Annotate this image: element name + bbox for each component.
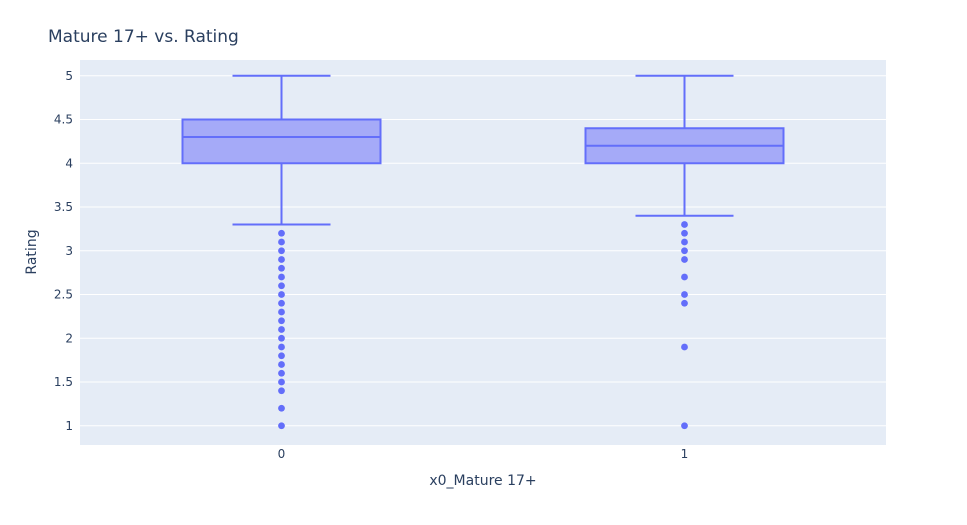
- outlier-point: [278, 308, 285, 316]
- box-group-1: [584, 74, 785, 430]
- outlier-point: [278, 229, 285, 237]
- chart-title: Mature 17+ vs. Rating: [48, 27, 239, 47]
- outlier-point: [681, 291, 688, 298]
- outlier-point: [278, 291, 285, 298]
- outlier-point: [278, 256, 285, 263]
- x-tick-label: 1: [681, 447, 689, 461]
- outlier-point: [681, 273, 688, 281]
- x-axis-title: x0_Mature 17+: [429, 473, 536, 489]
- box-group-0: [181, 74, 382, 430]
- outlier-point: [681, 343, 688, 351]
- outlier-point: [278, 299, 285, 307]
- outlier-point: [681, 221, 688, 228]
- outlier-point: [278, 247, 285, 255]
- y-tick-label: 4.5: [54, 113, 73, 127]
- outlier-point: [278, 387, 285, 395]
- outlier-point: [278, 264, 285, 272]
- outlier-point: [278, 273, 285, 281]
- outlier-point: [278, 334, 285, 342]
- outlier-point: [278, 326, 285, 333]
- outlier-point: [278, 343, 285, 351]
- outlier-point: [278, 352, 285, 360]
- outlier-point: [681, 256, 688, 263]
- outlier-point: [278, 404, 285, 412]
- outlier-point: [278, 317, 285, 325]
- box-series: [181, 74, 785, 430]
- outlier-point: [278, 378, 285, 386]
- outlier-point: [681, 247, 688, 255]
- y-axis-title: Rating: [24, 229, 40, 274]
- outlier-point: [681, 299, 688, 307]
- x-tick-label: 0: [278, 447, 286, 461]
- y-tick-label: 3: [65, 244, 73, 258]
- outlier-point: [278, 422, 285, 430]
- y-tick-label: 4: [65, 156, 73, 170]
- y-tick-label: 5: [65, 69, 73, 83]
- y-tick-labels: 1 1.5 2 2.5 3 3.5 4 4.5 5: [54, 69, 73, 433]
- outlier-point: [278, 238, 285, 246]
- y-tick-label: 2: [65, 331, 73, 345]
- y-tick-label: 3.5: [54, 200, 73, 214]
- y-tick-label: 2.5: [54, 288, 73, 302]
- outlier-point: [681, 238, 688, 246]
- outlier-point: [681, 422, 688, 430]
- outlier-point: [278, 361, 285, 368]
- outlier-point: [278, 282, 285, 290]
- y-tick-label: 1.5: [54, 375, 73, 389]
- iqr-box: [181, 118, 382, 165]
- outlier-point: [278, 369, 285, 377]
- plot-area: [80, 60, 886, 445]
- outlier-point: [681, 229, 688, 237]
- y-tick-label: 1: [65, 419, 73, 433]
